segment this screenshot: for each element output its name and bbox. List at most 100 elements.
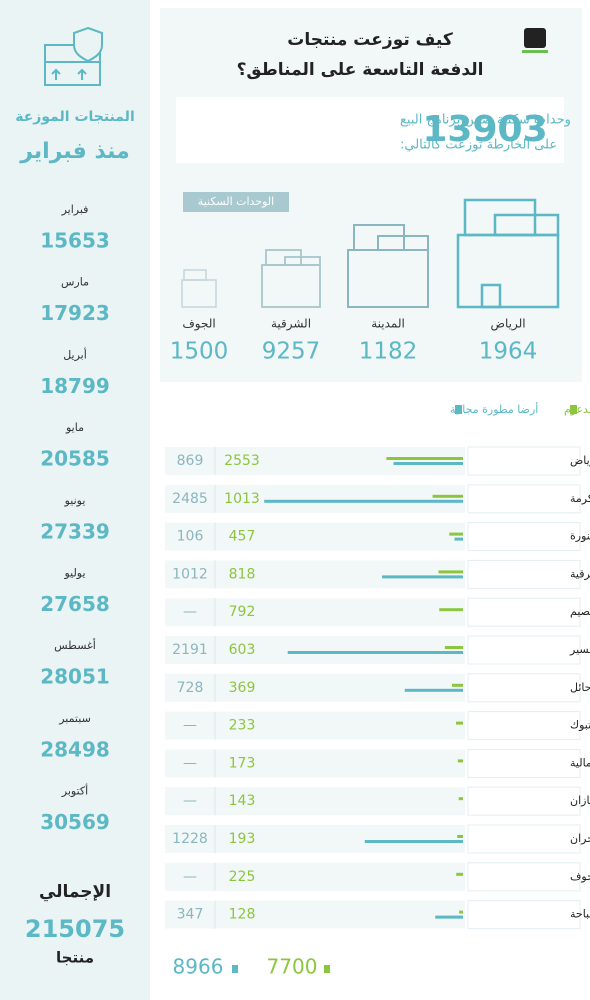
total-swatch (232, 965, 238, 973)
total-label: الإجمالي (39, 882, 111, 902)
row-label-bg (467, 748, 581, 778)
units-label-bg (183, 192, 289, 212)
land-bar (264, 499, 463, 503)
month-name: فبراير (61, 203, 89, 216)
legend-swatch (570, 405, 577, 414)
region-name: المدينة المنورة (570, 530, 590, 543)
row-bg (165, 673, 465, 702)
month-value: 17923 (40, 301, 110, 325)
total-unit: منتجا (56, 949, 94, 967)
financing-bar (458, 797, 463, 801)
land-bar (382, 575, 463, 579)
land-total: 8966 (173, 955, 224, 979)
land-value: — (183, 755, 197, 771)
city-value: 1500 (170, 339, 229, 365)
row-label-bg (467, 522, 581, 552)
row-label-bg (467, 824, 581, 854)
number-box (176, 97, 564, 163)
region-name: الحدود الشمالية (570, 756, 590, 769)
land-bar (393, 462, 463, 465)
row-label-bg (467, 711, 581, 741)
financing-value: 128 (229, 907, 256, 923)
financing-bar (457, 835, 463, 838)
row-bg (165, 598, 465, 627)
row-bg (165, 447, 465, 475)
total-swatch (324, 965, 330, 973)
financing-bar (438, 570, 463, 574)
financing-value: 1013 (224, 491, 260, 507)
land-value: 728 (177, 680, 204, 696)
row-label-bg (467, 862, 581, 892)
financing-bar (386, 457, 463, 460)
row-label-bg (467, 484, 581, 514)
region-name: الجوف (570, 870, 590, 883)
region-name: مكة المكرمة (570, 492, 590, 505)
land-value: 2191 (172, 642, 208, 658)
region-name: الرياض (570, 454, 590, 467)
land-value: 1228 (172, 831, 208, 847)
financing-value: 457 (229, 529, 256, 545)
land-value: — (183, 718, 197, 734)
month-name: أغسطس (54, 638, 96, 652)
city-value: 9257 (262, 339, 321, 365)
land-value: — (183, 869, 197, 885)
land-value: 1012 (172, 566, 208, 582)
financing-value: 792 (229, 604, 256, 620)
month-value: 30569 (40, 810, 110, 834)
financing-value: 193 (229, 831, 256, 847)
buildings (261, 249, 321, 308)
region-name: حائل (570, 681, 590, 694)
financing-bar (456, 721, 463, 725)
city-value: 1182 (359, 339, 418, 365)
month-name: يونيو (64, 494, 86, 507)
month-name: يوليو (63, 567, 85, 580)
financing-value: 233 (229, 718, 256, 734)
units-label: الوحدات السكنية (198, 195, 274, 208)
region-name: الباحة (570, 908, 590, 921)
row-bg (165, 711, 465, 740)
total-value: 215075 (25, 915, 125, 943)
region-name: جازان (570, 794, 590, 807)
land-value: 869 (177, 453, 204, 469)
financing-bar (459, 910, 463, 914)
financing-bar (449, 532, 463, 536)
buildings (181, 269, 217, 308)
legend-label: تمويل مدعوم (564, 403, 590, 416)
city-name: الشرقية (271, 317, 311, 332)
row-label-bg (467, 635, 581, 665)
land-bar (454, 537, 463, 541)
big-number: 13903 (422, 109, 547, 150)
title: الدفعة التاسعة على المناطق؟ (237, 60, 484, 80)
month-name: مايو (65, 421, 84, 434)
row-bg (165, 749, 465, 778)
region-name: نجران (570, 832, 590, 845)
month-value: 28051 (40, 665, 110, 689)
buildings (347, 224, 429, 308)
row-bg (165, 900, 465, 929)
financing-bar (456, 872, 463, 876)
region-name: الشرقية (570, 567, 590, 580)
title: كيف توزعت منتجات (287, 30, 453, 50)
land-value: — (183, 604, 197, 620)
financing-value: 225 (229, 869, 256, 885)
financing-bar (451, 683, 463, 687)
financing-bar (439, 608, 463, 612)
logo (522, 28, 548, 53)
city-name: الجوف (182, 317, 215, 332)
financing-value: 818 (229, 566, 256, 582)
region-name: القصيم (570, 605, 590, 618)
row-bg (165, 484, 465, 513)
city-value: 1964 (479, 339, 538, 365)
row-label-bg (467, 673, 581, 703)
row-bg (165, 825, 465, 853)
box-icon (44, 26, 103, 86)
financing-value: 603 (229, 642, 256, 658)
row-label-bg (467, 559, 581, 589)
row-bg (165, 787, 465, 816)
month-name: أبريل (63, 347, 87, 361)
region-name: تبوك (570, 719, 590, 732)
row-label-bg (467, 900, 581, 930)
month-value: 27339 (40, 519, 110, 543)
buildings (456, 198, 560, 309)
